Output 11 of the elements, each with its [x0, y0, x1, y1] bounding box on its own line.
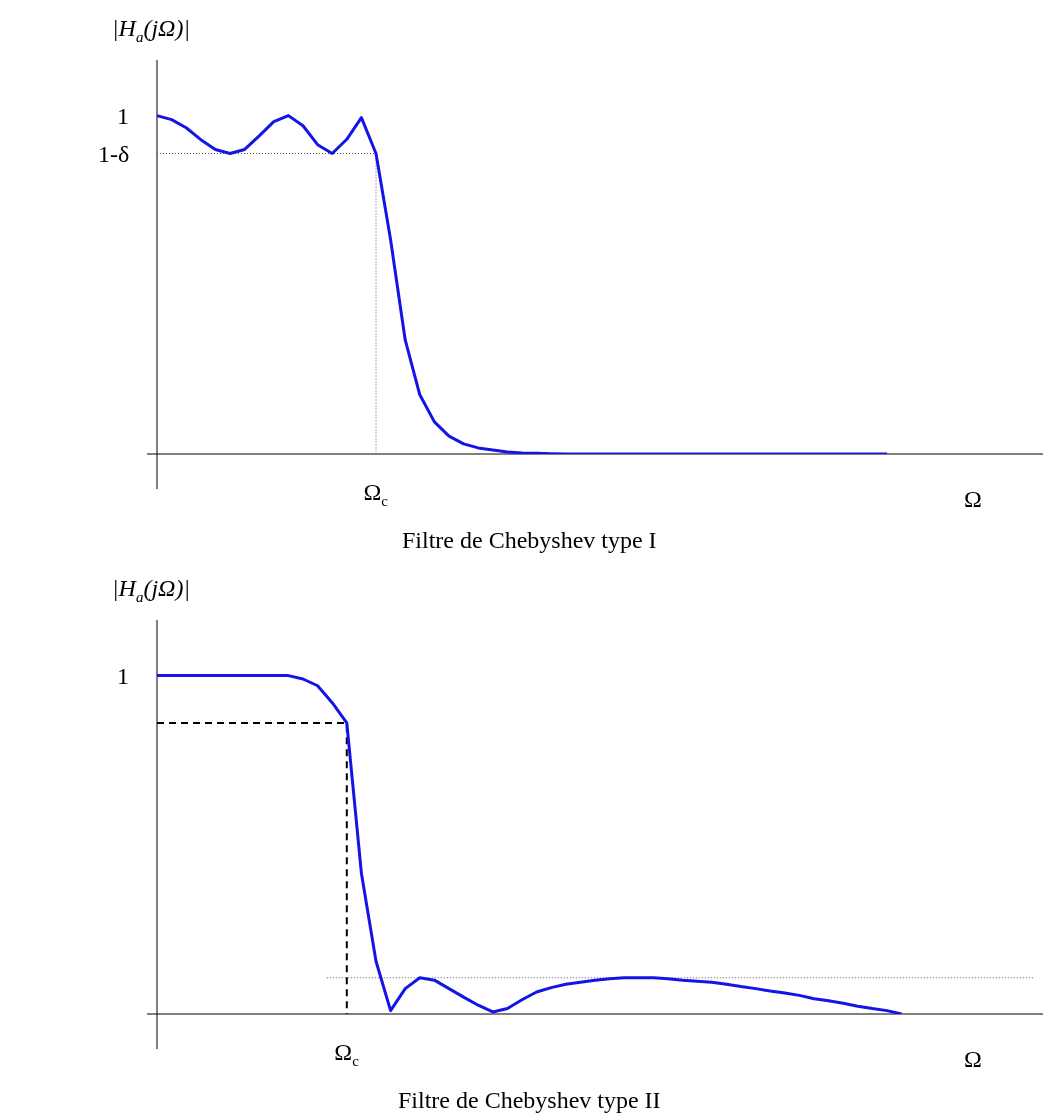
- y-axis-title: |H$_{a}$(jΩ)|: [112, 574, 191, 605]
- text: Ω$_{c}$: [334, 1038, 359, 1069]
- ref-line-label: 1-δ: [98, 140, 130, 167]
- x-axis-title: Ω: [964, 1046, 982, 1072]
- text: 1: [117, 662, 129, 689]
- text: Filtre de Chebyshev type I: [402, 527, 657, 553]
- text: Filtre de Chebyshev type II: [398, 1087, 661, 1113]
- y-axis-title: |H$_{a}$(jΩ)|: [112, 14, 191, 45]
- text: 1: [117, 102, 129, 129]
- x-axis-title: Ω: [964, 486, 982, 512]
- text: Ω$_{c}$: [363, 478, 389, 509]
